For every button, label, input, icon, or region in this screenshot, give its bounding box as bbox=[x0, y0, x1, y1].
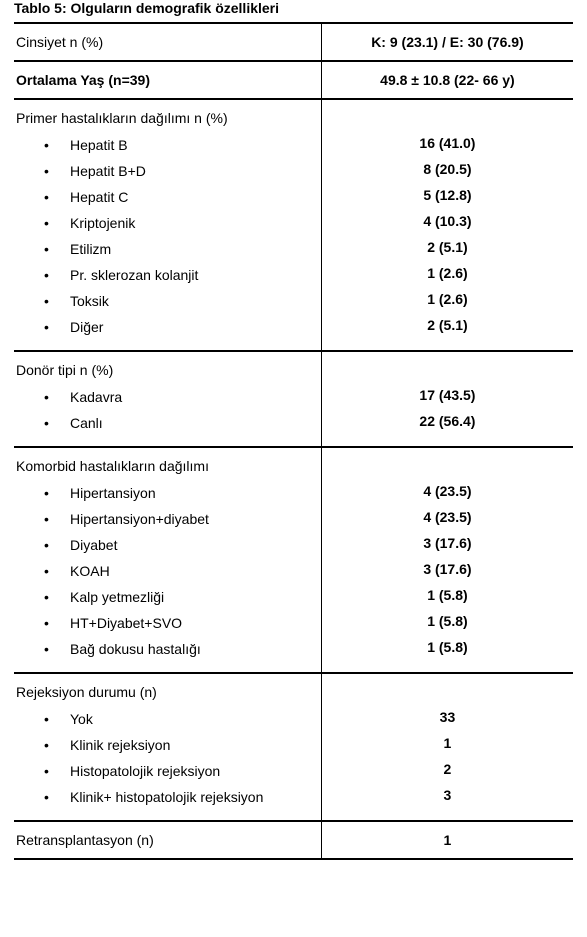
demographics-table: Cinsiyet n (%) K: 9 (23.1) / E: 30 (76.9… bbox=[14, 22, 573, 860]
list-item: Histopatolojik rejeksiyon bbox=[14, 758, 321, 784]
primary-disease-list: Hepatit B Hepatit B+D Hepatit C Kriptoje… bbox=[14, 132, 321, 350]
row-gender-label: Cinsiyet n (%) bbox=[14, 34, 321, 50]
list-item: Kadavra bbox=[14, 384, 321, 410]
list-item: Canlı bbox=[14, 410, 321, 436]
list-item: Yok bbox=[14, 706, 321, 732]
comorbid-list: Hipertansiyon Hipertansiyon+diyabet Diya… bbox=[14, 480, 321, 672]
list-item: Hipertansiyon bbox=[14, 480, 321, 506]
retransplant-value: 1 bbox=[444, 832, 452, 848]
rejection-values: 33 1 2 3 bbox=[322, 704, 573, 818]
list-value: 8 (20.5) bbox=[322, 156, 573, 182]
list-item: Bağ dokusu hastalığı bbox=[14, 636, 321, 662]
list-value: 1 (2.6) bbox=[322, 260, 573, 286]
primary-disease-values: 16 (41.0) 8 (20.5) 5 (12.8) 4 (10.3) 2 (… bbox=[322, 130, 573, 348]
donor-type-values: 17 (43.5) 22 (56.4) bbox=[322, 382, 573, 444]
list-value: 1 (5.8) bbox=[322, 582, 573, 608]
list-value: 3 (17.6) bbox=[322, 530, 573, 556]
comorbid-heading: Komorbid hastalıkların dağılımı bbox=[14, 448, 321, 480]
list-value: 4 (10.3) bbox=[322, 208, 573, 234]
list-item: Etilizm bbox=[14, 236, 321, 262]
row-gender-value: K: 9 (23.1) / E: 30 (76.9) bbox=[371, 34, 524, 50]
rejection-list: Yok Klinik rejeksiyon Histopatolojik rej… bbox=[14, 706, 321, 820]
list-value: 1 (5.8) bbox=[322, 634, 573, 660]
list-value: 2 (5.1) bbox=[322, 234, 573, 260]
primary-disease-heading: Primer hastalıkların dağılımı n (%) bbox=[14, 100, 321, 132]
list-item: Hepatit B bbox=[14, 132, 321, 158]
row-age-label: Ortalama Yaş (n=39) bbox=[14, 72, 321, 88]
list-value: 1 (2.6) bbox=[322, 286, 573, 312]
list-item: HT+Diyabet+SVO bbox=[14, 610, 321, 636]
donor-type-list: Kadavra Canlı bbox=[14, 384, 321, 446]
list-value: 3 bbox=[322, 782, 573, 808]
comorbid-values: 4 (23.5) 4 (23.5) 3 (17.6) 3 (17.6) 1 (5… bbox=[322, 478, 573, 670]
list-item: Kriptojenik bbox=[14, 210, 321, 236]
list-value: 1 (5.8) bbox=[322, 608, 573, 634]
list-item: Kalp yetmezliği bbox=[14, 584, 321, 610]
donor-type-heading: Donör tipi n (%) bbox=[14, 352, 321, 384]
list-value: 1 bbox=[322, 730, 573, 756]
list-item: Pr. sklerozan kolanjit bbox=[14, 262, 321, 288]
list-value: 4 (23.5) bbox=[322, 478, 573, 504]
list-value: 4 (23.5) bbox=[322, 504, 573, 530]
table-title: Tablo 5: Olguların demografik özellikler… bbox=[14, 0, 573, 22]
list-item: Hepatit C bbox=[14, 184, 321, 210]
list-item: Diğer bbox=[14, 314, 321, 340]
list-value: 22 (56.4) bbox=[322, 408, 573, 434]
list-value: 33 bbox=[322, 704, 573, 730]
list-item: Hepatit B+D bbox=[14, 158, 321, 184]
list-item: Klinik+ histopatolojik rejeksiyon bbox=[14, 784, 321, 810]
list-value: 5 (12.8) bbox=[322, 182, 573, 208]
list-value: 17 (43.5) bbox=[322, 382, 573, 408]
list-value: 2 bbox=[322, 756, 573, 782]
list-item: Toksik bbox=[14, 288, 321, 314]
row-age-value: 49.8 ± 10.8 (22- 66 y) bbox=[380, 72, 515, 88]
list-item: Hipertansiyon+diyabet bbox=[14, 506, 321, 532]
list-value: 16 (41.0) bbox=[322, 130, 573, 156]
rejection-heading: Rejeksiyon durumu (n) bbox=[14, 674, 321, 706]
list-value: 2 (5.1) bbox=[322, 312, 573, 338]
list-item: Diyabet bbox=[14, 532, 321, 558]
retransplant-label: Retransplantasyon (n) bbox=[14, 832, 321, 848]
list-item: KOAH bbox=[14, 558, 321, 584]
list-value: 3 (17.6) bbox=[322, 556, 573, 582]
list-item: Klinik rejeksiyon bbox=[14, 732, 321, 758]
